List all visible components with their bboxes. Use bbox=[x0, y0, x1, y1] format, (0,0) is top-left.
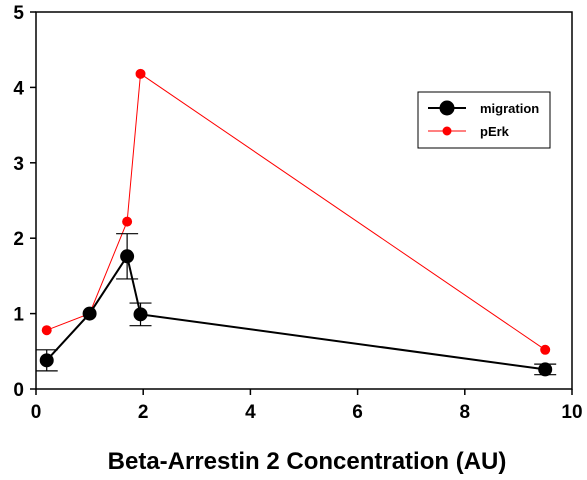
y-tick-label: 1 bbox=[13, 305, 24, 326]
data-point-perk bbox=[540, 344, 551, 355]
y-tick-label: 0 bbox=[13, 380, 24, 401]
data-point-migration bbox=[538, 362, 553, 377]
y-tick-label: 3 bbox=[13, 154, 24, 175]
legend-label-perk: pErk bbox=[480, 124, 510, 139]
data-point-perk bbox=[41, 325, 52, 336]
plot-area bbox=[35, 68, 557, 377]
x-tick-label: 6 bbox=[352, 402, 363, 423]
x-tick-label: 8 bbox=[460, 402, 471, 423]
x-tick-label: 4 bbox=[245, 402, 256, 423]
plot-frame bbox=[35, 11, 573, 390]
legend-label-migration: migration bbox=[480, 101, 539, 116]
legend-box bbox=[417, 91, 551, 149]
series-line-migration bbox=[45, 253, 546, 371]
x-tick-label: 2 bbox=[138, 402, 149, 423]
x-tick-label: 0 bbox=[31, 402, 42, 423]
axes: 0 2 4 6 8 10 0 1 2 3 4 5 bbox=[13, 3, 582, 423]
y-tick-label: 2 bbox=[13, 229, 24, 250]
data-point-perk bbox=[122, 216, 133, 227]
legend: migration pErk bbox=[417, 91, 551, 149]
data-point-migration bbox=[39, 353, 54, 368]
x-axis-title: Beta-Arrestin 2 Concentration (AU) bbox=[108, 448, 507, 475]
data-point-migration bbox=[133, 307, 148, 322]
y-tick-label: 4 bbox=[13, 78, 24, 99]
data-point-migration bbox=[82, 306, 97, 321]
data-point-perk bbox=[135, 68, 146, 79]
legend-marker-migration bbox=[439, 100, 455, 116]
y-tick-label: 5 bbox=[13, 3, 24, 24]
legend-marker-perk bbox=[442, 126, 452, 136]
data-point-migration bbox=[120, 249, 135, 264]
x-tick-label: 10 bbox=[561, 402, 582, 423]
